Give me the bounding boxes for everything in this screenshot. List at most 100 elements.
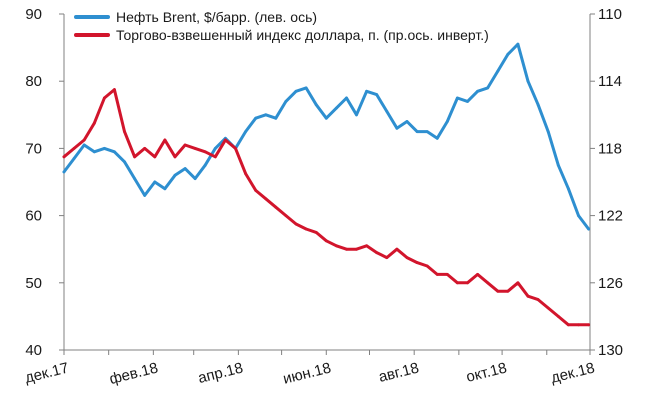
data-point-brent (496, 69, 500, 73)
data-point-brent (577, 214, 580, 218)
data-point-brent (375, 93, 379, 96)
data-point-brent (536, 103, 540, 107)
data-point-dollar-index (92, 121, 96, 125)
data-point-brent (365, 89, 368, 93)
data-point-dollar-index (284, 214, 288, 218)
data-point-dollar-index (324, 239, 328, 243)
data-point-dollar-index (213, 155, 217, 159)
data-point-brent (92, 150, 96, 154)
y-right-tick-label: 110 (598, 6, 622, 23)
data-point-dollar-index (425, 264, 429, 268)
y-right-tick-label: 118 (598, 140, 622, 157)
data-point-dollar-index (183, 143, 187, 147)
data-point-dollar-index (264, 197, 268, 201)
data-point-dollar-index (304, 227, 308, 231)
data-point-brent (183, 167, 187, 171)
data-point-brent (385, 110, 389, 113)
data-point-brent (405, 120, 409, 123)
data-point-brent (304, 86, 308, 90)
data-point-dollar-index (234, 147, 237, 150)
x-tick-label: апр.18 (196, 359, 244, 387)
legend-label-brent: Нефть Brent, $/барр. (лев. ось) (116, 9, 317, 25)
x-tick-label: дек.17 (23, 359, 70, 386)
data-point-brent (445, 120, 449, 123)
x-tick-label: дек.18 (549, 359, 596, 386)
data-point-brent (456, 96, 459, 100)
data-point-dollar-index (506, 289, 510, 293)
data-point-dollar-index (244, 172, 248, 176)
data-point-brent (153, 180, 157, 184)
data-point-brent (72, 157, 76, 160)
data-point-dollar-index (173, 155, 177, 159)
x-tick-label: авг.18 (377, 359, 421, 385)
data-point-dollar-index (274, 205, 278, 209)
data-point-dollar-index (385, 256, 389, 259)
y-right-tick-label: 122 (598, 208, 623, 225)
data-point-dollar-index (153, 155, 157, 159)
data-point-brent (335, 106, 338, 110)
data-point-dollar-index (546, 306, 550, 310)
data-point-dollar-index (496, 289, 500, 293)
data-point-brent (466, 100, 469, 103)
data-point-dollar-index (123, 130, 126, 134)
data-point-dollar-index (577, 323, 580, 327)
data-point-dollar-index (395, 247, 399, 251)
data-point-brent (203, 163, 207, 167)
data-point-brent (294, 89, 298, 93)
data-point-dollar-index (476, 273, 479, 276)
data-point-brent (546, 130, 550, 134)
data-point-brent (415, 130, 419, 134)
data-point-dollar-index (365, 244, 368, 248)
data-point-dollar-index (375, 251, 379, 255)
data-point-dollar-index (224, 138, 227, 142)
y-right-tick-label: 126 (598, 275, 623, 292)
data-point-dollar-index (113, 88, 116, 91)
y-right-tick-label: 130 (598, 342, 623, 359)
data-point-dollar-index (203, 150, 207, 154)
data-point-brent (244, 130, 248, 134)
y-left-tick-label: 40 (25, 342, 42, 359)
data-point-dollar-index (133, 155, 137, 159)
data-point-dollar-index (466, 281, 469, 285)
data-point-brent (213, 147, 217, 150)
data-point-dollar-index (294, 222, 298, 226)
x-tick-label: фев.18 (108, 359, 160, 387)
x-tick-label: окт.18 (465, 359, 509, 385)
data-point-brent (62, 170, 66, 174)
data-point-dollar-index (82, 138, 86, 142)
data-point-brent (425, 130, 429, 134)
axes: 40 50 60 70 80 90 110 114 118 122 126 130 дек.17 фев.… (23, 6, 623, 388)
data-point-brent (506, 52, 510, 56)
data-point-brent (143, 194, 147, 197)
data-point-brent (133, 177, 137, 181)
x-tick-label: июн.18 (281, 359, 332, 387)
data-point-dollar-index (254, 189, 258, 192)
data-point-dollar-index (415, 261, 419, 264)
data-point-brent (274, 116, 278, 120)
data-point-dollar-index (143, 147, 147, 150)
series-group (62, 42, 591, 327)
legend: Нефть Brent, $/барр. (лев. ось) Торгово-в… (74, 9, 489, 43)
data-point-brent (324, 116, 328, 120)
data-point-dollar-index (556, 315, 560, 318)
data-point-brent (556, 163, 560, 167)
data-point-dollar-index (516, 281, 520, 285)
data-point-dollar-index (435, 273, 439, 276)
data-point-brent (173, 173, 177, 177)
data-point-dollar-index (587, 323, 590, 327)
series-line-dollar-index (62, 88, 591, 327)
data-point-brent (82, 143, 86, 147)
data-point-dollar-index (345, 247, 348, 251)
data-point-dollar-index (355, 247, 358, 251)
y-left-tick-label: 60 (25, 208, 42, 225)
data-point-dollar-index (314, 231, 318, 234)
data-point-dollar-index (103, 96, 106, 100)
data-point-dollar-index (456, 281, 459, 285)
data-point-brent (264, 113, 268, 117)
data-point-brent (435, 136, 439, 140)
data-point-dollar-index (193, 147, 197, 150)
data-point-dollar-index (405, 256, 409, 259)
y-right-tick-label: 114 (598, 73, 622, 90)
